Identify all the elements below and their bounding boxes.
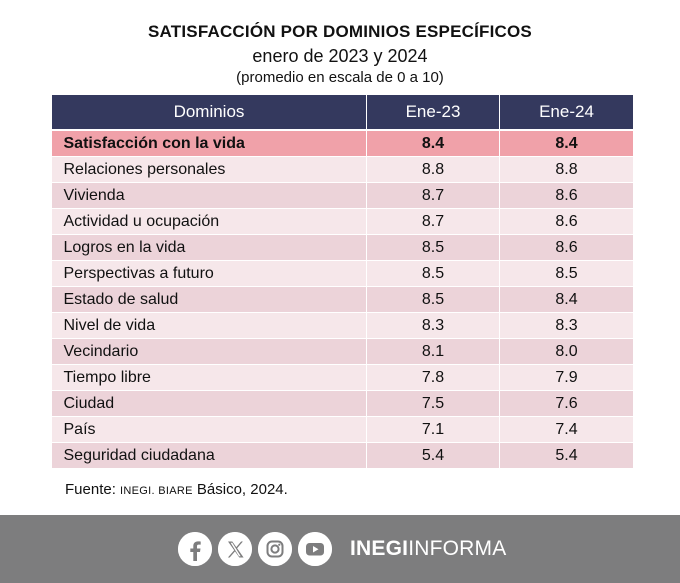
cell-ene24: 7.6 xyxy=(499,390,634,417)
brand-light: INFORMA xyxy=(408,537,507,560)
cell-ene24: 8.3 xyxy=(499,312,634,339)
cell-ene23: 7.1 xyxy=(366,416,500,443)
table-row: Relaciones personales 8.8 8.8 xyxy=(51,156,634,183)
cell-ene24: 8.6 xyxy=(499,234,634,261)
table-row: Tiempo libre 7.8 7.9 xyxy=(51,364,634,391)
cell-ene24: 8.6 xyxy=(499,182,634,209)
cell-ene24: 8.8 xyxy=(499,156,634,183)
source-prefix: Fuente: xyxy=(65,481,121,498)
satisfaction-table: Dominios Ene-23 Ene-24 Satisfacción con … xyxy=(51,94,634,469)
table-row: Satisfacción con la vida 8.4 8.4 xyxy=(51,130,634,157)
x-icon[interactable] xyxy=(218,532,252,566)
cell-ene23: 7.5 xyxy=(366,390,500,417)
cell-dominio: Nivel de vida xyxy=(51,312,367,339)
brand-bold: INEGI xyxy=(350,537,409,560)
cell-ene24: 8.5 xyxy=(499,260,634,287)
footer-bar: INEGIINFORMA xyxy=(0,515,680,583)
cell-dominio: Perspectivas a futuro xyxy=(51,260,367,287)
table-row: Logros en la vida 8.5 8.6 xyxy=(51,234,634,261)
cell-ene23: 8.5 xyxy=(366,286,500,313)
column-header-ene24: Ene-24 xyxy=(499,94,634,131)
cell-ene23: 8.7 xyxy=(366,182,500,209)
cell-ene23: 5.4 xyxy=(366,442,500,469)
table-row: Ciudad 7.5 7.6 xyxy=(51,390,634,417)
table-row: Actividad u ocupación 8.7 8.6 xyxy=(51,208,634,235)
table-subtitle: enero de 2023 y 2024 xyxy=(252,46,428,66)
table-body: Satisfacción con la vida 8.4 8.4 Relaciones… xyxy=(51,130,634,469)
cell-ene24: 7.4 xyxy=(499,416,634,443)
cell-ene23: 8.4 xyxy=(366,130,500,157)
table-row: País 7.1 7.4 xyxy=(51,416,634,443)
table-title: SATISFACCIÓN POR DOMINIOS ESPECÍFICOS xyxy=(148,22,532,41)
cell-ene24: 8.4 xyxy=(499,286,634,313)
cell-ene23: 8.3 xyxy=(366,312,500,339)
cell-dominio: País xyxy=(51,416,367,443)
cell-ene23: 8.5 xyxy=(366,234,500,261)
table-row: Nivel de vida 8.3 8.3 xyxy=(51,312,634,339)
cell-dominio: Tiempo libre xyxy=(51,364,367,391)
source-note: Fuente: INEGI. BIARE Básico, 2024. xyxy=(65,481,288,498)
cell-dominio: Ciudad xyxy=(51,390,367,417)
cell-dominio: Vivienda xyxy=(51,182,367,209)
table-row: Estado de salud 8.5 8.4 xyxy=(51,286,634,313)
youtube-icon[interactable] xyxy=(298,532,332,566)
inegi-informa-brand: INEGIINFORMA xyxy=(350,537,506,561)
cell-ene23: 8.7 xyxy=(366,208,500,235)
cell-ene24: 5.4 xyxy=(499,442,634,469)
cell-ene23: 8.5 xyxy=(366,260,500,287)
table-row: Seguridad ciudadana 5.4 5.4 xyxy=(51,442,634,469)
cell-ene23: 7.8 xyxy=(366,364,500,391)
cell-ene24: 8.6 xyxy=(499,208,634,235)
social-icons xyxy=(178,532,332,566)
instagram-icon[interactable] xyxy=(258,532,292,566)
cell-dominio: Vecindario xyxy=(51,338,367,365)
cell-ene24: 8.0 xyxy=(499,338,634,365)
cell-ene24: 7.9 xyxy=(499,364,634,391)
column-header-dominios: Dominios xyxy=(51,94,367,131)
table-row: Perspectivas a futuro 8.5 8.5 xyxy=(51,260,634,287)
cell-dominio: Logros en la vida xyxy=(51,234,367,261)
cell-ene23: 8.1 xyxy=(366,338,500,365)
scale-note: (promedio en escala de 0 a 10) xyxy=(236,69,444,86)
cell-dominio: Estado de salud xyxy=(51,286,367,313)
table-row: Vivienda 8.7 8.6 xyxy=(51,182,634,209)
title-block: SATISFACCIÓN POR DOMINIOS ESPECÍFICOS en… xyxy=(0,20,680,88)
source-org: INEGI. BIARE xyxy=(120,485,193,497)
cell-ene23: 8.8 xyxy=(366,156,500,183)
cell-dominio: Actividad u ocupación xyxy=(51,208,367,235)
cell-dominio: Satisfacción con la vida xyxy=(51,130,367,157)
cell-ene24: 8.4 xyxy=(499,130,634,157)
table-header-row: Dominios Ene-23 Ene-24 xyxy=(51,94,634,131)
table-row: Vecindario 8.1 8.0 xyxy=(51,338,634,365)
source-suffix: Básico, 2024. xyxy=(192,481,288,498)
facebook-icon[interactable] xyxy=(178,532,212,566)
cell-dominio: Seguridad ciudadana xyxy=(51,442,367,469)
column-header-ene23: Ene-23 xyxy=(366,94,500,131)
cell-dominio: Relaciones personales xyxy=(51,156,367,183)
